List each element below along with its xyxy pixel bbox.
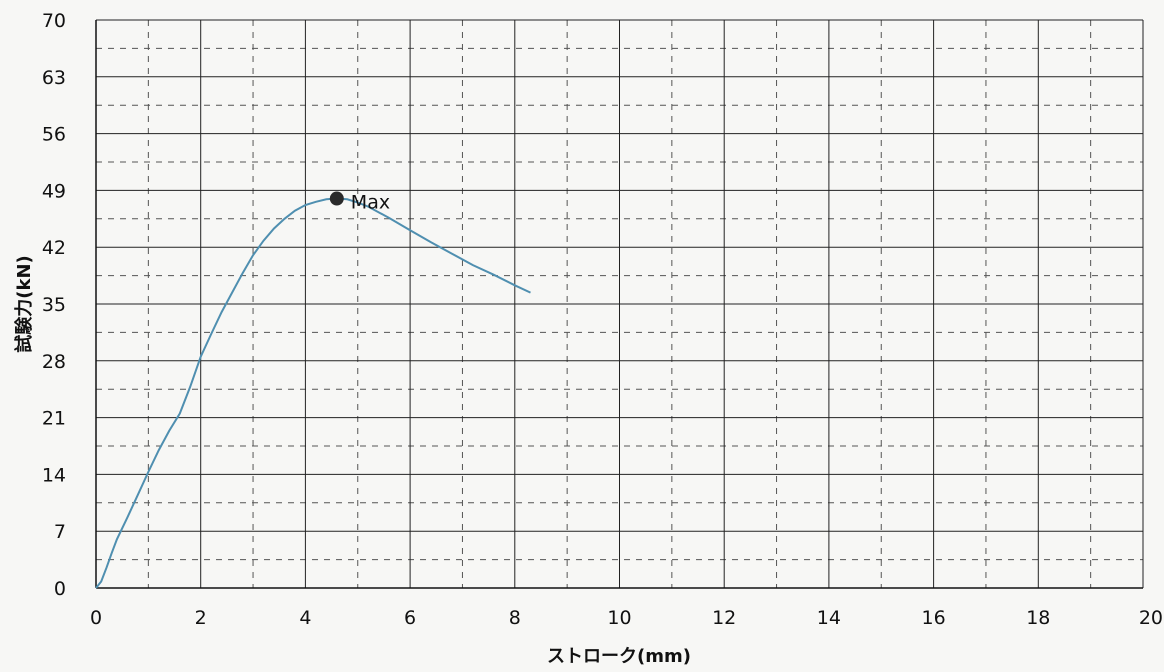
x-tick-label: 8 [509, 607, 521, 629]
series-line [95, 197, 531, 589]
x-tick-label: 12 [712, 607, 736, 629]
y-tick-labels: 0 7 14 21 28 35 42 49 56 63 70 [42, 10, 66, 600]
annotations: Max [329, 191, 390, 214]
y-tick-label: 63 [42, 67, 66, 89]
y-tick-label: 28 [42, 351, 66, 373]
x-axis-title: ストローク(mm) [547, 646, 691, 667]
y-axis-title: 試験力(kN) [13, 255, 35, 353]
x-tick-label: 10 [607, 607, 631, 629]
y-tick-label: 14 [42, 464, 66, 486]
max-label: Max [351, 192, 390, 214]
max-marker [329, 191, 344, 206]
x-tick-label: 14 [817, 607, 841, 629]
x-tick-label: 20 [1139, 607, 1163, 629]
y-tick-label: 0 [54, 578, 66, 600]
y-tick-label: 21 [42, 408, 66, 430]
y-tick-label: 49 [42, 180, 66, 202]
minor-grid [96, 20, 1143, 588]
y-tick-label: 70 [42, 10, 66, 32]
x-tick-label: 0 [90, 607, 102, 629]
major-grid [95, 19, 1144, 589]
x-tick-label: 4 [299, 607, 311, 629]
y-tick-label: 42 [42, 237, 66, 259]
x-tick-label: 16 [922, 607, 946, 629]
y-tick-label: 7 [54, 521, 66, 543]
x-tick-labels: 0 2 4 6 8 10 12 14 16 18 20 [90, 607, 1163, 629]
y-tick-label: 56 [42, 124, 66, 146]
y-tick-label: 35 [42, 294, 66, 316]
x-tick-label: 18 [1026, 607, 1050, 629]
x-tick-label: 6 [404, 607, 416, 629]
x-tick-label: 2 [195, 607, 207, 629]
